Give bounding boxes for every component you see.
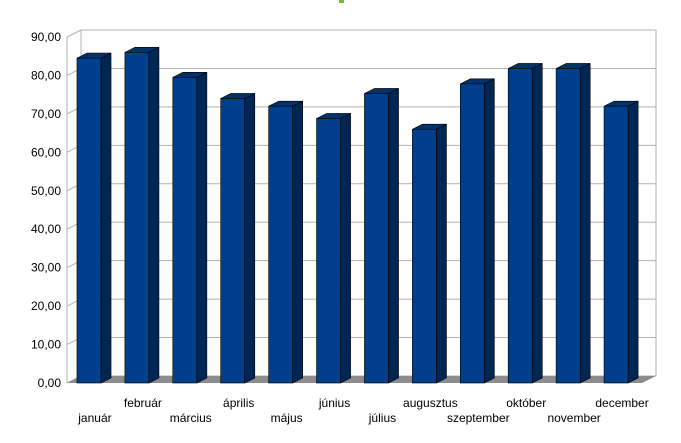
bar-front bbox=[220, 98, 246, 384]
bar-side bbox=[292, 100, 304, 384]
bar-side bbox=[531, 62, 543, 384]
bar bbox=[507, 62, 543, 384]
x-category-label: június bbox=[318, 396, 350, 410]
bar-front bbox=[172, 77, 198, 384]
bar bbox=[316, 112, 351, 384]
x-axis-labels: január február március április május június jú… bbox=[77, 396, 648, 425]
x-category-label: május bbox=[271, 411, 303, 425]
bar-side bbox=[244, 92, 256, 384]
x-category-label: október bbox=[506, 396, 546, 410]
y-axis-ticks: 0,00 10,00 20,00 30,00 40,00 50,00 60,00 70,00 8… bbox=[31, 30, 61, 390]
bar-side bbox=[100, 52, 112, 384]
y-tick-label: 0,00 bbox=[38, 376, 62, 390]
x-category-label: december bbox=[595, 396, 648, 410]
bars bbox=[76, 46, 639, 384]
bar-side bbox=[436, 123, 447, 384]
y-tick-label: 10,00 bbox=[31, 338, 61, 352]
y-tick-label: 60,00 bbox=[31, 145, 61, 159]
bar-side bbox=[388, 87, 399, 384]
y-tick-label: 30,00 bbox=[31, 261, 61, 275]
x-category-label: november bbox=[547, 411, 600, 425]
bar-front bbox=[316, 118, 341, 384]
bar bbox=[172, 71, 208, 384]
y-tick-label: 40,00 bbox=[31, 222, 61, 236]
bar-front bbox=[507, 68, 533, 384]
bar-front bbox=[603, 105, 629, 384]
bar bbox=[268, 100, 304, 384]
bar bbox=[124, 46, 160, 384]
bar-side bbox=[579, 62, 591, 384]
x-category-label: február bbox=[124, 396, 162, 410]
x-category-label: szeptember bbox=[447, 411, 510, 425]
bar bbox=[412, 123, 447, 384]
bar-front bbox=[76, 57, 102, 384]
bar-front bbox=[364, 93, 389, 384]
title-marker bbox=[339, 0, 344, 3]
x-category-label: április bbox=[223, 396, 254, 410]
x-category-label: július bbox=[368, 411, 396, 425]
bar bbox=[220, 92, 256, 384]
y-tick-label: 80,00 bbox=[31, 68, 61, 82]
bar-front bbox=[412, 128, 437, 384]
bar-side bbox=[196, 71, 208, 384]
bar bbox=[76, 52, 112, 384]
bar-front bbox=[124, 52, 150, 384]
bar bbox=[459, 78, 495, 384]
bar bbox=[555, 62, 591, 384]
gridline bbox=[66, 29, 656, 38]
x-category-label: március bbox=[170, 411, 212, 425]
bar-front bbox=[555, 68, 581, 384]
y-tick-label: 20,00 bbox=[31, 299, 61, 313]
bar-side bbox=[483, 78, 495, 384]
bar-front bbox=[268, 105, 293, 384]
x-category-label: január bbox=[77, 411, 111, 425]
bar-side bbox=[340, 112, 351, 384]
y-tick-label: 90,00 bbox=[31, 30, 61, 44]
bar-side bbox=[627, 100, 639, 384]
bar bbox=[364, 87, 399, 384]
bar bbox=[603, 100, 639, 384]
bar-side bbox=[148, 46, 160, 384]
x-category-label: augusztus bbox=[403, 396, 458, 410]
y-tick-label: 70,00 bbox=[31, 107, 61, 121]
bar-front bbox=[459, 83, 485, 384]
y-tick-label: 50,00 bbox=[31, 184, 61, 198]
